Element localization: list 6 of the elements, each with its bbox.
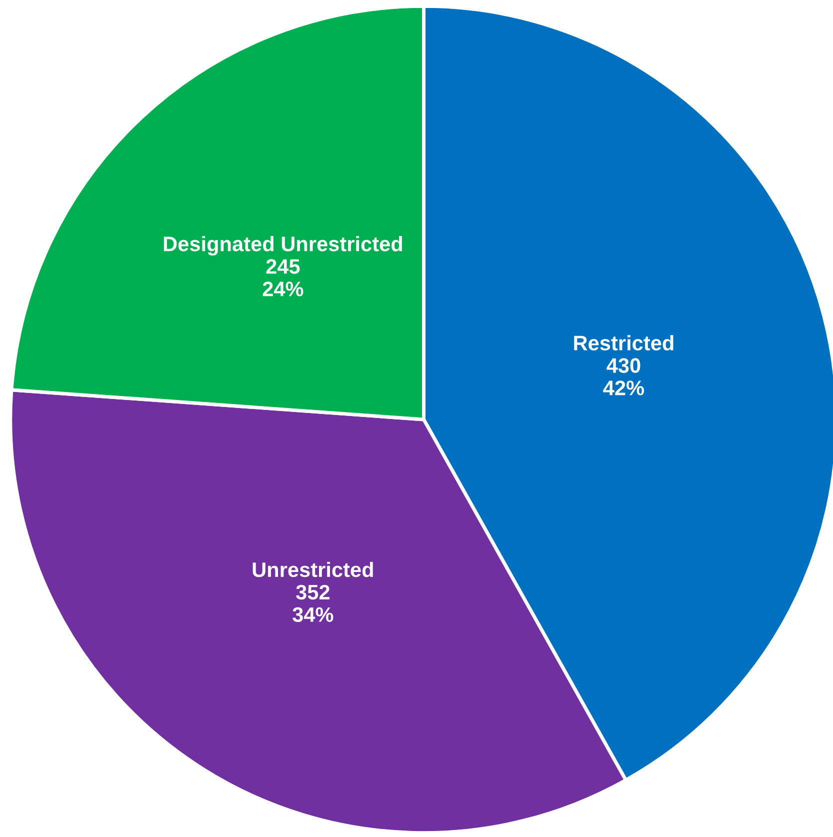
data-label: 430 42%: [603, 358, 644, 396]
data-label: 245 24%: [262, 259, 304, 296]
data-label: 352 34%: [292, 584, 334, 622]
slice-label: Designated Unrestricted: [164, 236, 402, 256]
slice-label: Restricted: [574, 335, 674, 350]
slice-label: Unrestricted: [252, 562, 373, 578]
